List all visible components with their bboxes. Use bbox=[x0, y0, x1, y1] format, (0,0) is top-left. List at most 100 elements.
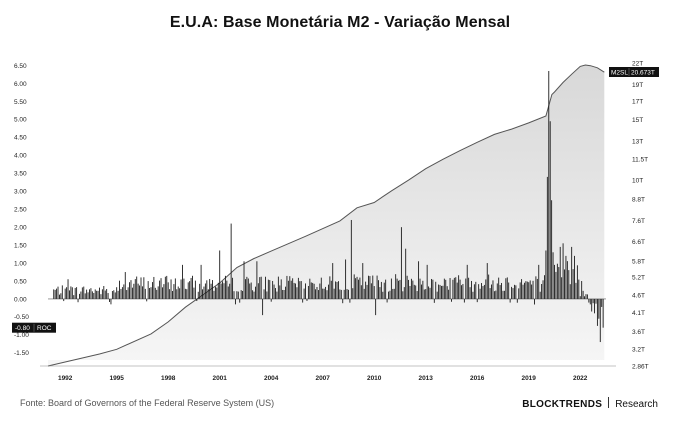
roc-bar bbox=[491, 284, 492, 299]
roc-bar bbox=[90, 288, 92, 299]
roc-bar bbox=[372, 275, 374, 299]
roc-bar bbox=[531, 284, 533, 299]
left-tick-label: -0.50 bbox=[14, 314, 29, 321]
roc-bar bbox=[226, 280, 228, 299]
roc-bar bbox=[330, 280, 332, 299]
roc-bar bbox=[383, 282, 385, 299]
right-tick-label: 10T bbox=[632, 177, 643, 184]
roc-bar bbox=[459, 279, 461, 299]
roc-bar bbox=[255, 286, 256, 299]
roc-bar bbox=[552, 252, 554, 299]
roc-bar bbox=[584, 296, 585, 299]
brand-name: BLOCKTRENDS bbox=[522, 399, 603, 410]
roc-bar bbox=[243, 261, 245, 299]
roc-bar bbox=[96, 290, 98, 299]
left-tick-label: 6.50 bbox=[14, 63, 27, 70]
roc-bar bbox=[456, 282, 458, 299]
roc-bar bbox=[69, 290, 70, 299]
roc-bar bbox=[409, 285, 411, 299]
roc-bar bbox=[312, 282, 314, 299]
roc-bar bbox=[216, 287, 218, 299]
x-tick-label: 1998 bbox=[161, 375, 176, 382]
roc-bar bbox=[393, 288, 395, 299]
roc-bar bbox=[172, 290, 173, 299]
roc-bar bbox=[297, 277, 299, 299]
roc-bar bbox=[305, 283, 306, 299]
roc-bar bbox=[458, 275, 460, 299]
right-tick-label: 17T bbox=[632, 99, 643, 106]
roc-bar bbox=[233, 291, 235, 299]
roc-bar bbox=[266, 291, 268, 299]
roc-bar bbox=[368, 275, 369, 299]
left-tick-label: 1.50 bbox=[14, 242, 27, 249]
roc-bar bbox=[405, 248, 407, 299]
roc-bar bbox=[267, 279, 269, 299]
roc-bar bbox=[476, 298, 478, 303]
roc-bar bbox=[516, 298, 518, 303]
left-tick-label: 1.00 bbox=[14, 260, 27, 267]
roc-bar bbox=[562, 243, 564, 299]
roc-bar bbox=[214, 286, 216, 299]
roc-bar bbox=[340, 289, 342, 299]
roc-bar bbox=[111, 291, 113, 299]
roc-bar bbox=[282, 289, 284, 299]
right-tick-label: 22T bbox=[632, 60, 643, 67]
roc-bar bbox=[77, 298, 79, 303]
roc-bar bbox=[177, 286, 179, 299]
roc-bar bbox=[581, 281, 583, 299]
roc-bar bbox=[303, 288, 305, 299]
roc-bar bbox=[223, 283, 225, 299]
roc-bar bbox=[465, 278, 467, 299]
roc-bar bbox=[378, 280, 379, 299]
roc-bar bbox=[166, 275, 168, 299]
roc-bar bbox=[147, 281, 149, 299]
roc-bar bbox=[596, 298, 598, 326]
roc-bar bbox=[123, 284, 125, 299]
roc-bar bbox=[295, 283, 296, 299]
roc-bar bbox=[107, 293, 109, 299]
roc-bar bbox=[548, 70, 550, 299]
left-tick-label: 4.50 bbox=[14, 135, 27, 142]
left-tick-label: 2.50 bbox=[14, 207, 27, 214]
roc-bar bbox=[443, 278, 445, 299]
roc-bar bbox=[534, 298, 535, 305]
roc-bar bbox=[140, 277, 142, 299]
roc-bar bbox=[56, 288, 58, 299]
roc-bar bbox=[582, 290, 584, 299]
roc-bar bbox=[114, 292, 116, 299]
roc-bar bbox=[345, 259, 347, 299]
roc-bar bbox=[134, 279, 136, 299]
roc-bar bbox=[259, 277, 261, 299]
x-tick-label: 2013 bbox=[418, 375, 433, 382]
roc-bar bbox=[365, 281, 367, 299]
roc-bar bbox=[366, 284, 368, 299]
roc-bar bbox=[496, 283, 498, 299]
roc-bar bbox=[370, 283, 372, 299]
roc-bar bbox=[306, 298, 308, 301]
roc-bar bbox=[561, 277, 563, 299]
roc-bar bbox=[566, 261, 568, 299]
roc-bar bbox=[483, 284, 485, 299]
roc-bar bbox=[588, 298, 590, 303]
roc-bar bbox=[174, 278, 176, 299]
roc-bar bbox=[541, 284, 543, 299]
roc-bar bbox=[224, 275, 226, 299]
left-tick-label: 0.00 bbox=[14, 296, 27, 303]
roc-bar bbox=[144, 288, 146, 299]
roc-bar bbox=[489, 288, 491, 299]
roc-bar bbox=[310, 282, 312, 299]
roc-bar bbox=[403, 287, 405, 299]
roc-bar bbox=[493, 291, 495, 299]
roc-bar bbox=[229, 283, 231, 299]
roc-bar bbox=[472, 291, 474, 299]
roc-bar bbox=[536, 278, 538, 299]
roc-bar bbox=[402, 291, 404, 299]
roc-bar bbox=[227, 286, 229, 299]
roc-last-value: -0.80 bbox=[15, 325, 30, 332]
roc-bar bbox=[190, 277, 192, 299]
roc-bar bbox=[269, 280, 271, 299]
roc-bar bbox=[169, 289, 171, 299]
roc-bar bbox=[60, 293, 62, 299]
source-note: Fonte: Board of Governors of the Federal… bbox=[20, 398, 275, 408]
roc-bar bbox=[252, 290, 254, 299]
